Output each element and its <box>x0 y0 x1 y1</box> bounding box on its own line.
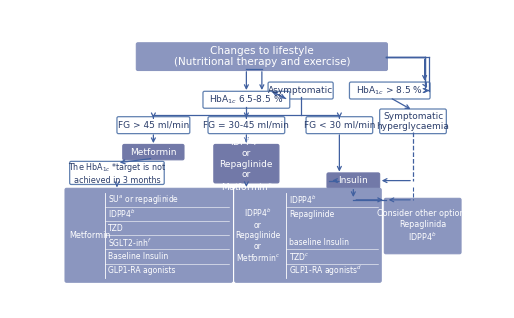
FancyBboxPatch shape <box>384 198 461 254</box>
FancyBboxPatch shape <box>327 173 380 188</box>
Text: IDPP4$^b$
or
Repaglinide
or
Metformin$^c$: IDPP4$^b$ or Repaglinide or Metformin$^c… <box>219 135 273 192</box>
FancyBboxPatch shape <box>214 144 279 183</box>
Text: IDPP4$^b$: IDPP4$^b$ <box>108 208 136 220</box>
Text: IDPP4$^b$
or
Repaglinide
or
Metformin$^c$: IDPP4$^b$ or Repaglinide or Metformin$^c… <box>235 207 281 264</box>
Text: The HbA$_{1c}$ *target is not
achieved in 3 months: The HbA$_{1c}$ *target is not achieved i… <box>68 161 166 185</box>
Text: Repaglinide: Repaglinide <box>289 210 334 218</box>
Text: Metformin: Metformin <box>130 148 177 157</box>
FancyBboxPatch shape <box>123 144 184 160</box>
Text: GLP1-RA agonists$^d$: GLP1-RA agonists$^d$ <box>289 263 362 278</box>
Text: HbA$_{1c}$ > 8.5 %: HbA$_{1c}$ > 8.5 % <box>356 84 423 97</box>
Text: FG = 30-45 ml/min: FG = 30-45 ml/min <box>204 121 289 130</box>
Text: GLP1-RA agonists: GLP1-RA agonists <box>108 266 176 275</box>
FancyBboxPatch shape <box>268 82 333 99</box>
Text: FG > 45 ml/min: FG > 45 ml/min <box>118 121 189 130</box>
Text: IDPP4$^b$: IDPP4$^b$ <box>289 194 317 206</box>
FancyBboxPatch shape <box>203 91 290 108</box>
Text: Changes to lifestyle
(Nutritional therapy and exercise): Changes to lifestyle (Nutritional therap… <box>174 46 350 67</box>
FancyBboxPatch shape <box>65 188 232 282</box>
Text: Baseline Insulin: Baseline Insulin <box>108 252 169 261</box>
Text: Symptomatic
hyperglycaemia: Symptomatic hyperglycaemia <box>377 112 449 131</box>
Text: TZD$^c$: TZD$^c$ <box>289 251 310 262</box>
FancyBboxPatch shape <box>235 188 381 282</box>
Text: Asymptomatic: Asymptomatic <box>268 86 333 95</box>
FancyBboxPatch shape <box>380 109 446 134</box>
Text: Insulin: Insulin <box>338 176 368 185</box>
FancyBboxPatch shape <box>117 117 190 134</box>
FancyBboxPatch shape <box>136 43 388 71</box>
Text: TZD: TZD <box>108 224 124 233</box>
Text: baseline Insulin: baseline Insulin <box>289 238 349 247</box>
Text: Consider other options
Repaglinida
IDPP4$^b$: Consider other options Repaglinida IDPP4… <box>377 209 468 243</box>
FancyBboxPatch shape <box>306 117 373 134</box>
FancyBboxPatch shape <box>70 161 164 184</box>
Text: FG < 30 ml/min: FG < 30 ml/min <box>304 121 375 130</box>
Text: SGLT2-inh$^f$: SGLT2-inh$^f$ <box>108 236 152 249</box>
Text: Metformin: Metformin <box>70 231 111 240</box>
FancyBboxPatch shape <box>350 82 430 99</box>
FancyBboxPatch shape <box>208 117 285 134</box>
Text: SU$^a$ or repaglinide: SU$^a$ or repaglinide <box>108 193 179 206</box>
Text: HbA$_{1c}$ 6.5-8.5 %: HbA$_{1c}$ 6.5-8.5 % <box>209 93 283 106</box>
